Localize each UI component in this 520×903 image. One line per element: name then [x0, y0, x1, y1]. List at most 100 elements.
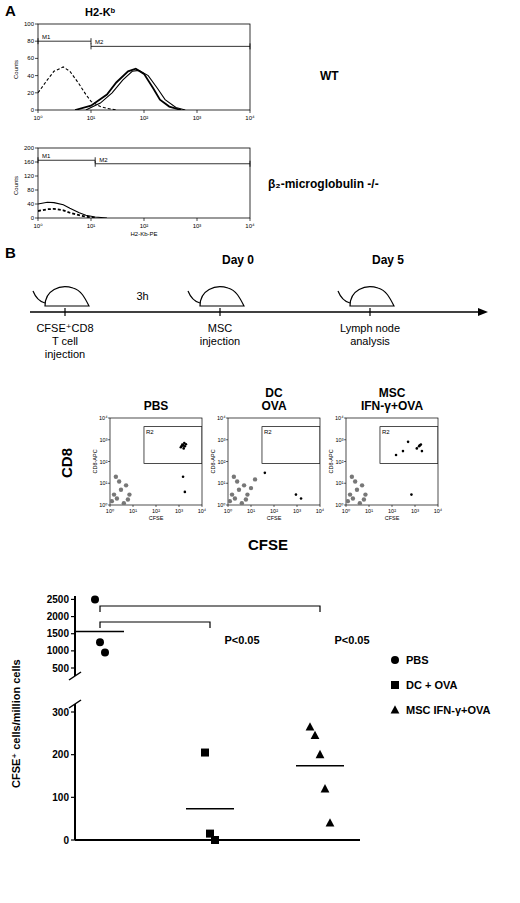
panel-title: MSC — [379, 386, 406, 400]
y-tick-label: 10¹ — [336, 480, 344, 486]
timeline-axis — [30, 311, 478, 313]
x-tick-label: 10² — [388, 508, 396, 514]
cell-dot — [124, 483, 128, 487]
legend-marker — [391, 681, 399, 689]
y-tick — [35, 218, 38, 219]
histogram-line — [86, 70, 185, 110]
x-tick-label: 10⁴ — [245, 115, 255, 121]
x-tick-label: 10⁰ — [224, 508, 233, 514]
y-tick-label: 200 — [24, 145, 35, 151]
cell-dot — [244, 497, 248, 501]
mouse-body — [200, 287, 244, 306]
gate-label: R2 — [382, 429, 390, 435]
y-tick-label: 20 — [27, 90, 34, 96]
data-point — [326, 818, 335, 826]
cell-dot — [295, 493, 298, 496]
axis-break — [69, 672, 81, 680]
x-tick — [179, 505, 180, 507]
subtitle: β₂-microglobulin -/- — [268, 177, 379, 191]
y-tick — [35, 92, 38, 93]
y-tick — [108, 439, 110, 440]
y-tick — [108, 461, 110, 462]
cell-dot — [350, 475, 354, 479]
panel-title: OVA — [261, 399, 286, 413]
mean-line — [76, 631, 124, 633]
y-tick — [344, 483, 346, 484]
x-tick-label: 10³ — [411, 508, 419, 514]
y-tick — [35, 24, 38, 25]
step-label: T cell — [52, 335, 78, 347]
panel-title: IFN-γ+OVA — [361, 399, 423, 413]
x-tick — [91, 218, 92, 221]
day-label: Day 5 — [372, 253, 404, 267]
mouse-tail — [188, 291, 200, 303]
mouse-body — [45, 287, 89, 306]
y-tick-label: 80 — [27, 187, 34, 193]
bracket-line — [100, 622, 210, 628]
y-axis-label: CD8-APC — [328, 449, 334, 473]
x-tick — [156, 505, 157, 507]
cell-dot — [240, 501, 244, 505]
y-tick-label: 40 — [27, 73, 34, 79]
x-tick-label: 10¹ — [365, 508, 373, 514]
cell-dot — [353, 479, 357, 483]
y-tick — [71, 650, 75, 651]
timeline-arrow — [478, 308, 488, 316]
y-tick-label: 200 — [52, 749, 69, 760]
axis-title: CFSE — [248, 536, 288, 553]
x-tick-label: 10² — [152, 508, 160, 514]
x-tick — [144, 218, 145, 221]
y-tick — [35, 190, 38, 191]
subtitle: WT — [320, 69, 339, 83]
cell-dot — [421, 450, 424, 453]
y-tick-label: 100 — [24, 21, 35, 27]
mouse-icon — [188, 287, 244, 306]
data-point — [91, 595, 99, 603]
cell-dot — [346, 499, 350, 503]
axis-break — [69, 700, 81, 708]
panel-label: B — [5, 244, 16, 261]
y-tick-label: 120 — [24, 173, 35, 179]
y-tick — [35, 162, 38, 163]
step-label: injection — [45, 348, 85, 360]
y-tick-label: 10³ — [336, 437, 344, 443]
plot-frame — [38, 24, 250, 110]
mean-line — [296, 765, 344, 767]
y-tick — [108, 505, 110, 506]
significance-bracket — [100, 606, 320, 612]
y-tick-label: 10³ — [100, 437, 108, 443]
x-tick-label: 10⁴ — [245, 223, 255, 229]
y-tick-label: 0 — [31, 107, 35, 113]
gate-box — [144, 427, 202, 464]
legend-marker — [391, 705, 400, 713]
y-tick — [71, 797, 75, 798]
cell-dot — [418, 444, 421, 447]
cell-dot — [363, 492, 367, 496]
gate-end — [91, 43, 92, 49]
y-tick-label: 10⁴ — [335, 415, 344, 421]
significance-bracket — [100, 622, 210, 628]
marks — [38, 67, 185, 110]
step-label: CFSE⁺CD8 — [36, 322, 93, 334]
x-tick — [133, 505, 134, 507]
x-tick — [91, 110, 92, 113]
timeline-tick — [369, 308, 370, 316]
y-axis-label: CD8-APC — [210, 449, 216, 473]
x-tick — [392, 505, 393, 507]
x-tick — [38, 110, 39, 113]
y-tick — [71, 633, 75, 634]
x-axis-label: CFSE — [149, 515, 164, 521]
panel-label: A — [5, 2, 16, 19]
y-axis-label: Counts — [13, 60, 19, 79]
gate-label: R2 — [146, 429, 154, 435]
gate-line — [95, 163, 250, 164]
legend-label: PBS — [406, 654, 429, 666]
x-tick-label: 10⁰ — [342, 508, 351, 514]
gate-end — [95, 161, 96, 167]
data-point — [101, 649, 109, 657]
x-tick — [320, 505, 321, 507]
plot-frame — [228, 418, 320, 505]
cell-dot — [184, 491, 187, 494]
day-label: Day 0 — [222, 253, 254, 267]
cell-dot — [351, 496, 355, 500]
